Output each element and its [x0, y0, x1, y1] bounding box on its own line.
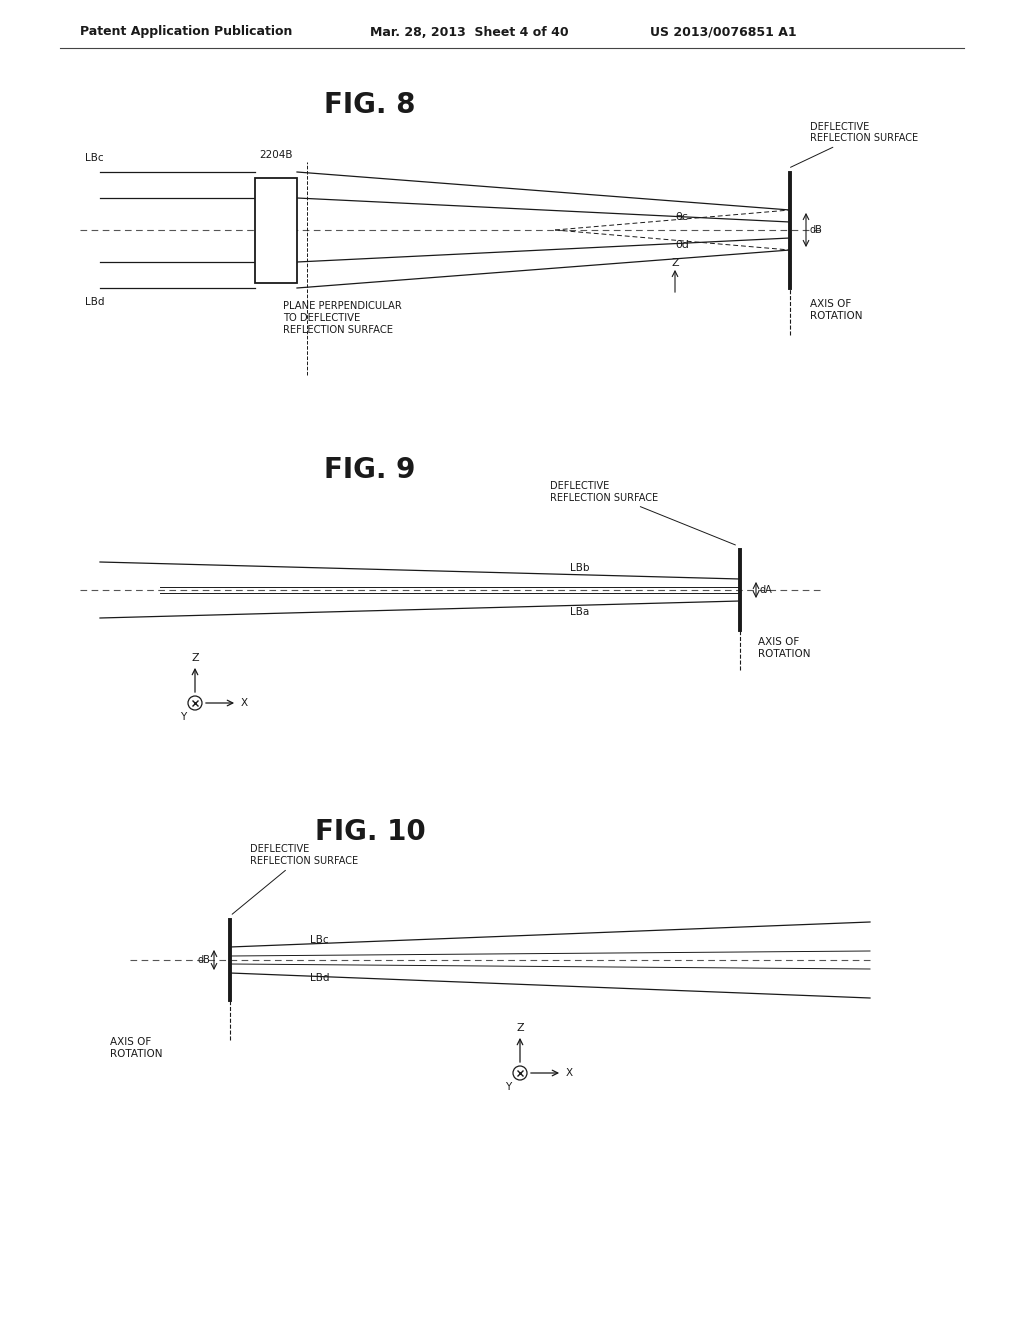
Text: DEFLECTIVE
REFLECTION SURFACE: DEFLECTIVE REFLECTION SURFACE: [232, 845, 358, 915]
Text: LBa: LBa: [570, 607, 589, 616]
Text: FIG. 10: FIG. 10: [314, 818, 425, 846]
Text: Patent Application Publication: Patent Application Publication: [80, 25, 293, 38]
Text: dB: dB: [810, 224, 823, 235]
Text: DEFLECTIVE
REFLECTION SURFACE: DEFLECTIVE REFLECTION SURFACE: [550, 482, 735, 545]
Text: X: X: [241, 698, 248, 708]
Text: FIG. 8: FIG. 8: [325, 91, 416, 119]
Bar: [255, 177, 297, 282]
Text: dA: dA: [760, 585, 773, 595]
Text: AXIS OF
ROTATION: AXIS OF ROTATION: [110, 1038, 163, 1059]
Text: LBd: LBd: [310, 973, 330, 983]
Text: DEFLECTIVE
REFLECTION SURFACE: DEFLECTIVE REFLECTION SURFACE: [791, 121, 919, 168]
Text: 2204B: 2204B: [259, 150, 293, 161]
Text: AXIS OF
ROTATION: AXIS OF ROTATION: [758, 638, 811, 659]
Text: θc: θc: [675, 213, 688, 222]
Text: AXIS OF
ROTATION: AXIS OF ROTATION: [810, 300, 862, 321]
Text: θd: θd: [675, 240, 689, 249]
Text: PLANE PERPENDICULAR
TO DEFLECTIVE
REFLECTION SURFACE: PLANE PERPENDICULAR TO DEFLECTIVE REFLEC…: [283, 301, 401, 334]
Text: X: X: [566, 1068, 573, 1078]
Text: LBc: LBc: [85, 153, 103, 162]
Text: Mar. 28, 2013  Sheet 4 of 40: Mar. 28, 2013 Sheet 4 of 40: [370, 25, 568, 38]
Text: LBb: LBb: [570, 564, 590, 573]
Text: FIG. 9: FIG. 9: [325, 455, 416, 484]
Text: LBc: LBc: [310, 935, 329, 945]
Text: Z: Z: [671, 257, 679, 268]
Text: Z: Z: [516, 1023, 524, 1034]
Text: Y: Y: [180, 711, 186, 722]
Text: Z: Z: [191, 653, 199, 663]
Text: US 2013/0076851 A1: US 2013/0076851 A1: [650, 25, 797, 38]
Text: dB: dB: [198, 954, 210, 965]
Text: LBd: LBd: [85, 297, 104, 308]
Text: Y: Y: [505, 1082, 511, 1092]
